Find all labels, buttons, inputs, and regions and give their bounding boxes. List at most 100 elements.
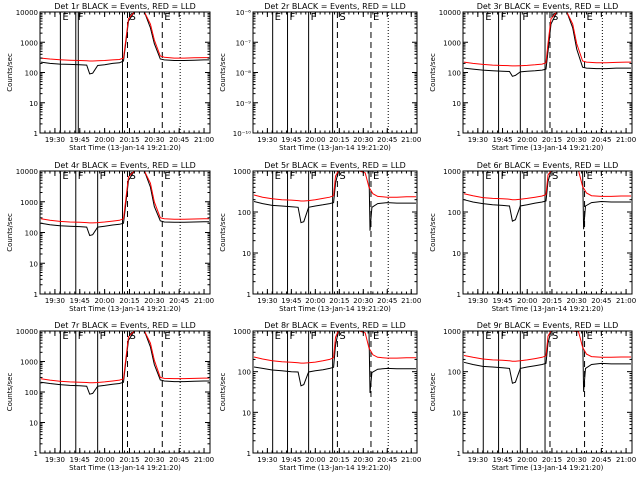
- x-tick-label: 20:45: [377, 136, 397, 144]
- x-axis-label: Start Time (13-Jan-14 19:21:20): [492, 305, 604, 313]
- y-axis-label: Counts/sec: [219, 213, 227, 252]
- marker-label: E: [62, 12, 68, 23]
- y-tick-label: 10: [242, 409, 251, 417]
- y-tick-label: 1: [457, 130, 461, 138]
- x-tick-label: 20:45: [169, 297, 189, 305]
- y-axis-label: Counts/sec: [429, 373, 437, 412]
- x-tick-label: 21:00: [616, 456, 636, 464]
- x-tick-label: 20:30: [567, 136, 587, 144]
- y-tick-label: 1: [457, 291, 461, 299]
- marker-label: S: [129, 171, 135, 182]
- y-tick-label: 10: [29, 100, 38, 108]
- marker-label: F: [290, 331, 296, 342]
- series-line-events: [463, 171, 631, 230]
- panel-title: Det 4r BLACK = Events, RED = LLD: [54, 161, 196, 170]
- y-tick-label: 1000: [20, 39, 38, 47]
- y-tick-label: 10⁻⁶: [236, 9, 252, 17]
- x-tick-label: 20:00: [305, 297, 325, 305]
- plot-frame: [252, 11, 418, 134]
- x-axis-label: Start Time (13-Jan-14 19:21:20): [492, 464, 604, 472]
- x-tick-label: 20:30: [567, 297, 587, 305]
- marker-label: S: [129, 12, 135, 23]
- x-tick-label: 19:45: [70, 456, 90, 464]
- marker-label: E: [587, 12, 593, 23]
- marker-label: F: [100, 171, 106, 182]
- marker-label: E: [485, 171, 491, 182]
- x-tick-label: 20:00: [305, 136, 325, 144]
- y-tick-label: 10⁻⁸: [236, 70, 252, 78]
- panel-title: Det 5r BLACK = Events, RED = LLD: [264, 161, 406, 170]
- y-axis-label: Counts/sec: [6, 213, 14, 252]
- x-tick-label: 20:15: [542, 136, 562, 144]
- x-axis-label: Start Time (13-Jan-14 19:21:20): [69, 305, 181, 313]
- y-tick-label: 100: [25, 230, 38, 238]
- x-tick-label: 20:00: [517, 456, 537, 464]
- x-tick-label: 20:15: [329, 136, 349, 144]
- x-tick-label: 20:30: [144, 297, 164, 305]
- panel-title: Det 2r BLACK = Events, RED = LLD: [264, 2, 406, 11]
- x-tick-label: 20:45: [169, 136, 189, 144]
- x-tick-label: 19:45: [492, 136, 512, 144]
- y-tick-label: 100: [448, 209, 461, 217]
- series-line-lld: [40, 12, 209, 62]
- x-tick-label: 19:45: [70, 136, 90, 144]
- marker-label: F: [78, 171, 84, 182]
- marker-label: S: [339, 331, 345, 342]
- x-tick-label: 19:30: [45, 456, 65, 464]
- marker-label: F: [522, 171, 528, 182]
- marker-label: F: [311, 171, 317, 182]
- x-tick-label: 20:00: [95, 136, 115, 144]
- series-line-events: [253, 171, 416, 231]
- x-tick-label: 19:30: [257, 136, 277, 144]
- x-tick-label: 20:30: [144, 456, 164, 464]
- marker-label: E: [164, 331, 170, 342]
- series-line-lld: [253, 171, 416, 202]
- series-line-events: [253, 331, 416, 393]
- marker-label: F: [522, 331, 528, 342]
- x-tick-label: 20:00: [517, 136, 537, 144]
- x-tick-label: 20:30: [353, 456, 373, 464]
- x-tick-label: 21:00: [194, 456, 214, 464]
- y-tick-label: 1000: [443, 168, 461, 176]
- x-tick-label: 20:00: [95, 297, 115, 305]
- plot-frame: [39, 170, 211, 295]
- y-tick-label: 10: [452, 100, 461, 108]
- marker-label: F: [311, 331, 317, 342]
- series-line-events: [463, 331, 631, 392]
- x-axis-label: Start Time (13-Jan-14 19:21:20): [492, 144, 604, 152]
- y-tick-label: 100: [238, 209, 251, 217]
- y-axis-label: Counts/sec: [219, 373, 227, 412]
- marker-label: S: [552, 12, 558, 23]
- panel-title: Det 3r BLACK = Events, RED = LLD: [477, 2, 619, 11]
- x-tick-label: 19:30: [257, 297, 277, 305]
- y-tick-label: 1000: [20, 199, 38, 207]
- x-tick-label: 21:00: [194, 297, 214, 305]
- marker-label: E: [275, 12, 281, 23]
- y-tick-label: 100: [238, 369, 251, 377]
- y-tick-label: 10: [452, 409, 461, 417]
- x-tick-label: 20:30: [144, 136, 164, 144]
- panel-title: Det 8r BLACK = Events, RED = LLD: [264, 321, 406, 330]
- y-tick-label: 1000: [443, 39, 461, 47]
- x-tick-label: 19:30: [45, 136, 65, 144]
- y-tick-label: 1: [247, 450, 251, 458]
- x-tick-label: 21:00: [401, 297, 421, 305]
- x-tick-label: 20:15: [329, 456, 349, 464]
- x-tick-label: 19:30: [468, 297, 488, 305]
- x-tick-label: 20:45: [591, 136, 611, 144]
- y-tick-label: 1000: [233, 168, 251, 176]
- series-line-lld: [253, 331, 416, 364]
- series-line-lld: [40, 171, 209, 224]
- marker-label: E: [587, 171, 593, 182]
- y-tick-label: 1: [34, 130, 38, 138]
- y-axis-label: Counts/sec: [219, 53, 227, 92]
- marker-label: E: [275, 171, 281, 182]
- x-axis-label: Start Time (13-Jan-14 19:21:20): [279, 464, 391, 472]
- marker-label: F: [290, 12, 296, 23]
